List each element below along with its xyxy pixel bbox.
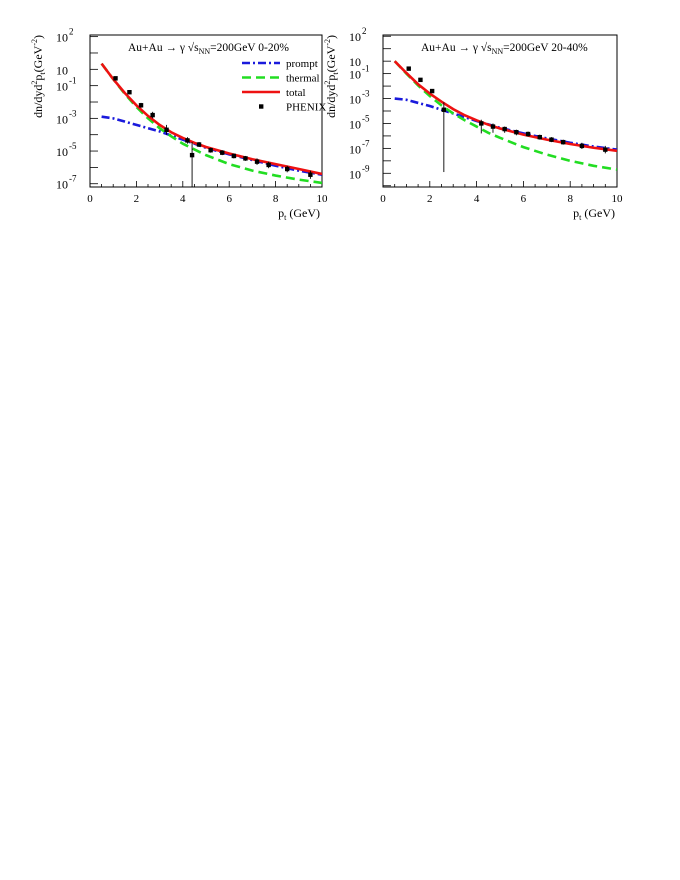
series-line-prompt	[101, 115, 322, 177]
data-point-phenix	[490, 124, 496, 129]
y-axis-label: dn/dyd2pt(GeV-2)	[323, 35, 340, 118]
x-tick-label: 2	[134, 193, 140, 205]
data-point-phenix	[549, 137, 554, 142]
data-point-phenix	[514, 129, 519, 135]
x-tick-label: 6	[226, 193, 232, 205]
data-point-phenix	[138, 103, 144, 108]
y-tick-label: 10	[349, 30, 361, 44]
data-point-phenix	[127, 90, 132, 95]
data-point-phenix	[185, 138, 190, 143]
data-point-phenix	[189, 152, 195, 158]
x-tick-label: 4	[474, 193, 480, 205]
data-point-phenix	[537, 134, 542, 140]
data-point-phenix	[308, 172, 313, 177]
y-tick-exponent: -3	[362, 89, 370, 99]
data-point-phenix	[208, 148, 213, 153]
x-tick-label: 0	[380, 193, 386, 205]
chart-title: Au+Au → γ √sNN=200GeV 20-40%	[421, 41, 588, 56]
x-tick-label: 10	[612, 193, 624, 205]
y-tick-exponent: 2	[362, 26, 367, 36]
data-point-phenix	[429, 88, 435, 94]
data-point-phenix	[479, 121, 484, 126]
data-point-phenix	[113, 76, 118, 81]
data-point-phenix	[220, 150, 225, 155]
data-point-phenix	[502, 126, 507, 132]
y-tick-label: 10	[349, 93, 361, 107]
data-point-phenix	[164, 127, 169, 132]
x-axis-label: pt (GeV)	[278, 206, 320, 222]
y-tick-label: 10	[349, 142, 361, 156]
data-point-phenix	[441, 107, 447, 112]
y-tick-label: 10	[56, 178, 68, 192]
chart-title: Au+Au → γ √sNN=200GeV 0-20%	[128, 41, 289, 56]
y-tick-exponent: -9	[362, 163, 370, 173]
data-point-phenix	[603, 147, 608, 152]
y-axis-label: dn/dyd2pt(GeV-2)	[30, 35, 47, 118]
data-point-phenix	[525, 131, 531, 137]
y-tick-label: 10	[349, 117, 361, 131]
legend-marker-PHENIX	[259, 104, 264, 109]
y-tick-label: 10	[56, 63, 68, 77]
x-tick-label: 0	[87, 193, 93, 205]
series-line-prompt	[394, 97, 617, 151]
legend-label-prompt: prompt	[286, 58, 318, 70]
legend-label-PHENIX: PHENIX	[286, 102, 326, 114]
data-point-phenix	[266, 162, 271, 168]
data-point-phenix	[196, 142, 202, 147]
y-tick-exponent: -3	[69, 108, 77, 118]
data-point-phenix	[231, 153, 237, 159]
x-tick-label: 10	[317, 193, 329, 205]
data-point-phenix	[560, 139, 566, 145]
x-axis-label: pt (GeV)	[573, 206, 615, 222]
data-point-phenix	[406, 66, 411, 71]
data-point-phenix	[243, 156, 248, 161]
data-point-phenix	[285, 166, 290, 172]
y-tick-label: 10	[56, 80, 68, 94]
y-tick-label: 10	[349, 167, 361, 181]
x-tick-label: 2	[427, 193, 433, 205]
x-tick-label: 4	[180, 193, 186, 205]
legend-label-total: total	[286, 87, 306, 99]
y-tick-exponent: -1	[69, 76, 77, 86]
data-point-phenix	[150, 112, 155, 118]
x-tick-label: 8	[273, 193, 279, 205]
x-tick-label: 8	[567, 193, 573, 205]
series-line-total	[100, 62, 322, 176]
series-line-thermal	[393, 60, 617, 171]
y-tick-exponent: -7	[362, 138, 370, 148]
y-tick-exponent: 2	[69, 27, 74, 37]
legend-label-thermal: thermal	[286, 73, 320, 85]
y-tick-exponent: -7	[69, 174, 77, 184]
y-tick-label: 10	[56, 145, 68, 159]
plot-area	[100, 62, 322, 187]
y-tick-exponent: -5	[69, 141, 77, 151]
data-point-phenix	[418, 77, 423, 83]
plot-area	[393, 60, 617, 173]
y-tick-label: 10	[349, 68, 361, 82]
y-tick-label: 10	[56, 31, 68, 45]
y-tick-exponent: -1	[362, 64, 370, 74]
y-tick-label: 10	[56, 112, 68, 126]
y-tick-exponent: -5	[362, 113, 370, 123]
data-point-phenix	[254, 159, 260, 164]
data-point-phenix	[579, 143, 585, 149]
y-tick-label: 10	[349, 55, 361, 69]
x-tick-label: 6	[521, 193, 527, 205]
